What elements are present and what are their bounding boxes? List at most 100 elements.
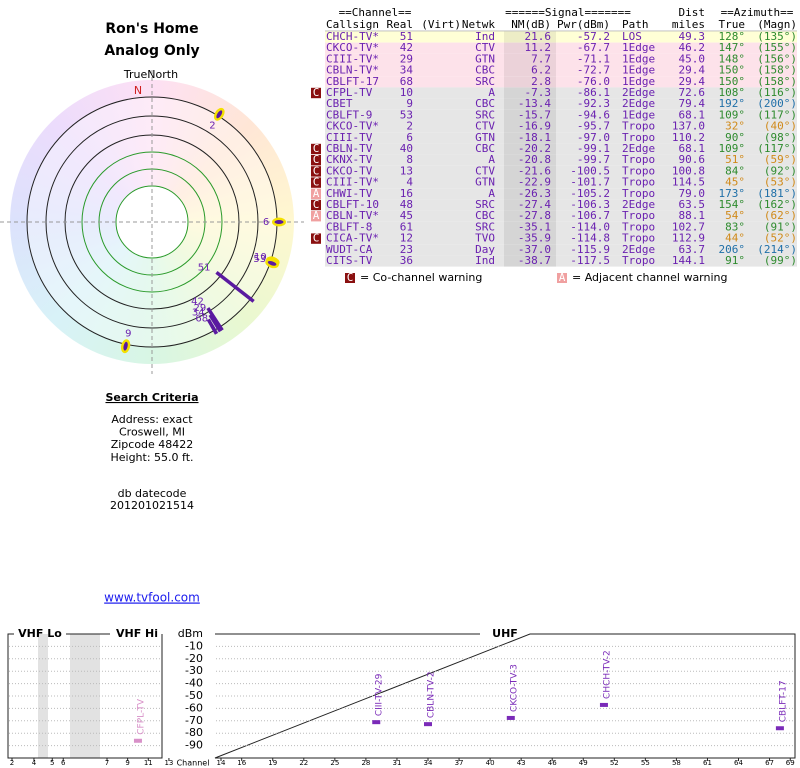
cell-callsign: CITS-TV [326, 254, 373, 267]
cell-path: 1Edge [622, 41, 655, 54]
cell-nm: -21.6 [518, 164, 551, 177]
x-tick-label: 6 [61, 759, 66, 767]
cell-true: 108° [719, 86, 746, 99]
cell-dist: 29.4 [679, 64, 706, 77]
cell-dist: 63.5 [679, 198, 706, 211]
nm-cell [504, 188, 556, 200]
cell-real: 8 [406, 153, 413, 166]
cell-magn: (62°) [764, 209, 797, 222]
cell-magn: (116°) [757, 86, 797, 99]
cell-callsign: WUDT-CA [326, 243, 373, 256]
cell-nm: -27.4 [518, 198, 551, 211]
row-bg [325, 210, 797, 222]
warning-icon [311, 211, 321, 222]
x-tick-label: 11 [144, 759, 153, 767]
cell-true: 83° [725, 220, 745, 233]
group-header: ==Channel== [339, 6, 412, 19]
polar-label: 2 [209, 120, 215, 131]
cell-nm: -37.0 [518, 243, 551, 256]
cell-netwk: CBC [475, 97, 495, 110]
cell-callsign: CBLFT-10 [326, 198, 379, 211]
cell-nm: -26.3 [518, 187, 551, 200]
cell-netwk: A [488, 187, 495, 200]
cell-nm: -16.9 [518, 120, 551, 133]
col-header: Real [387, 18, 414, 31]
cell-magn: (117°) [757, 142, 797, 155]
cell-magn: (181°) [757, 187, 797, 200]
cell-real: 10 [400, 86, 413, 99]
cell-netwk: A [488, 86, 495, 99]
x-tick-label: 4 [32, 759, 37, 767]
x-tick-label: 46 [548, 759, 557, 767]
cell-magn: (99°) [764, 254, 797, 267]
nm-cell [504, 199, 556, 211]
row-bg [325, 31, 797, 43]
row-bg [325, 65, 797, 77]
station-table: ==Channel== ======Signal======= ==Azimuth=… [311, 6, 797, 284]
cell-magn: (92°) [764, 164, 797, 177]
col-header: Callsign [326, 18, 379, 31]
warning-icon [311, 155, 321, 166]
signal-core [267, 260, 277, 266]
cell-callsign: CBLFT-8 [326, 220, 372, 233]
cell-pwr: -57.2 [577, 30, 610, 43]
cell-true: 150° [719, 64, 746, 77]
cell-magn: (52°) [764, 232, 797, 245]
cell-pwr: -105.2 [570, 187, 610, 200]
legend-text: = Co-channel warning [360, 271, 482, 284]
signal-line [210, 324, 219, 335]
cell-path: 2Edge [622, 198, 655, 211]
search-title: Search Criteria [105, 391, 198, 404]
polar-label: 42 [191, 296, 204, 307]
cell-true: 54° [725, 209, 745, 222]
signal-line [215, 270, 255, 303]
row-bg [325, 132, 797, 144]
signal-label: CFPL-TV [136, 698, 146, 735]
cell-real: 34 [400, 64, 414, 77]
cell-callsign: CKCO-TV [326, 164, 373, 177]
signal-line [206, 307, 224, 332]
cell-netwk: A [488, 153, 495, 166]
cell-real: 53 [400, 108, 413, 121]
cell-nm: -22.9 [518, 176, 551, 189]
y-tick-label: -50 [185, 689, 203, 702]
cell-nm: -35.1 [518, 220, 551, 233]
y-tick-label: -80 [185, 726, 203, 739]
row-bg [325, 98, 797, 110]
search-line: Height: 55.0 ft. [110, 451, 193, 464]
row-bg [325, 143, 797, 155]
cell-real: 36 [400, 254, 413, 267]
cell-netwk: GTN [475, 176, 495, 189]
cell-dist: 144.1 [672, 254, 705, 267]
cell-nm: -38.7 [518, 254, 551, 267]
cell-true: 173° [719, 187, 746, 200]
site-link[interactable]: www.tvfool.com [104, 591, 200, 605]
cell-callsign: CICA-TV* [326, 232, 379, 245]
cell-true: 44° [725, 232, 745, 245]
cell-pwr: -117.5 [570, 254, 610, 267]
row-bg [325, 221, 797, 233]
cell-netwk: SRC [475, 75, 495, 88]
nm-cell [504, 221, 556, 233]
cell-nm: 11.2 [525, 41, 552, 54]
cell-dist: 79.0 [679, 187, 706, 200]
cell-magn: (98°) [764, 131, 797, 144]
signal-label: CHCH-TV-2 [602, 650, 612, 699]
cell-callsign: CIII-TV [326, 131, 373, 144]
nm-cell [504, 154, 556, 166]
cell-dist: 100.8 [672, 164, 705, 177]
signal-bar [424, 722, 432, 727]
cell-netwk: GTN [475, 52, 495, 65]
cell-pwr: -76.0 [577, 75, 610, 88]
nm-cell [504, 53, 556, 65]
legend-icon [557, 273, 567, 283]
x-tick-label: 69 [786, 759, 795, 767]
cell-callsign: CIII-TV* [326, 176, 379, 189]
row-bg [325, 177, 797, 189]
x-tick-label: 22 [299, 759, 308, 767]
cell-true: 109° [719, 108, 746, 121]
col-header: NM(dB) [511, 18, 551, 31]
cell-real: 51 [400, 30, 413, 43]
